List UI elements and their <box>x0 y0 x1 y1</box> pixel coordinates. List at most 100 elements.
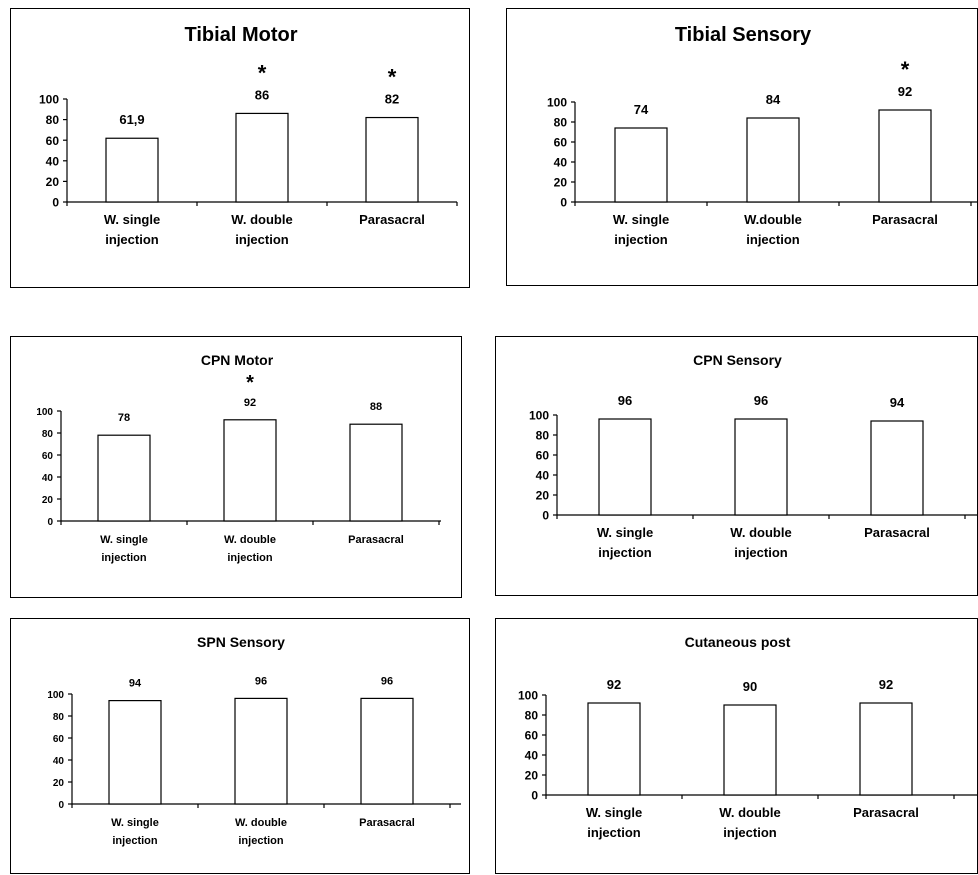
category-label: W. single <box>613 212 669 227</box>
chart-svg: Cutaneous post 0 20 40 60 80 100 92 W. single inj… <box>518 634 978 840</box>
data-label: 61,9 <box>119 112 144 127</box>
category-label: injection <box>723 825 777 840</box>
category-label: W. double <box>719 805 780 820</box>
data-label: 92 <box>244 397 256 409</box>
y-tick-label: 80 <box>53 712 65 723</box>
y-tick-label: 20 <box>525 769 539 783</box>
bar <box>746 117 800 203</box>
bar <box>349 423 403 522</box>
category-label: W. single <box>104 212 160 227</box>
chart-title: CPN Motor <box>201 352 274 368</box>
y-tick-label: 0 <box>58 800 64 811</box>
y-tick-label: 60 <box>42 451 54 462</box>
data-label: 88 <box>370 401 382 413</box>
data-label: 90 <box>743 679 757 694</box>
y-tick-label: 100 <box>36 407 53 418</box>
category-label: Parasacral <box>359 817 415 829</box>
category-label: Parasacral <box>348 534 404 546</box>
y-tick-label: 0 <box>531 789 538 803</box>
bar <box>234 697 288 805</box>
category-label: W. single <box>597 525 653 540</box>
y-tick-label: 0 <box>52 196 59 210</box>
bar <box>365 116 419 203</box>
data-label: 96 <box>255 675 267 687</box>
y-tick-label: 60 <box>46 134 60 148</box>
category-label: Parasacral <box>872 212 938 227</box>
data-label: 92 <box>607 677 621 692</box>
y-tick-label: 0 <box>560 196 567 210</box>
category-label: injection <box>101 552 147 564</box>
chart-title: CPN Sensory <box>693 352 782 368</box>
bar <box>105 137 159 203</box>
chart-title: Cutaneous post <box>685 634 791 650</box>
chart-title: SPN Sensory <box>197 634 285 650</box>
category-label: Parasacral <box>359 212 425 227</box>
data-label: 78 <box>118 412 130 424</box>
data-label: 92 <box>879 677 893 692</box>
bar <box>734 418 788 516</box>
category-label: injection <box>238 835 284 847</box>
category-label: injection <box>598 545 652 560</box>
y-tick-label: 80 <box>42 429 54 440</box>
category-label: injection <box>105 232 159 247</box>
y-tick-label: 80 <box>525 709 539 723</box>
bar <box>97 434 151 522</box>
category-label: injection <box>746 232 800 247</box>
data-label: 94 <box>890 395 905 410</box>
y-tick-label: 40 <box>42 473 54 484</box>
data-label: 96 <box>618 393 632 408</box>
y-tick-label: 40 <box>536 469 550 483</box>
significance-marker: * <box>901 57 910 82</box>
category-label: W. double <box>224 534 276 546</box>
category-label: injection <box>734 545 788 560</box>
y-tick-label: 20 <box>46 175 60 189</box>
category-label: W. double <box>231 212 292 227</box>
data-label: 86 <box>255 87 269 102</box>
y-tick-label: 20 <box>53 778 65 789</box>
chart-svg: CPN Motor 0 20 40 60 80 100 78 W. single injectio… <box>36 352 441 564</box>
bar <box>235 112 289 203</box>
chart-title: Tibial Sensory <box>675 24 812 46</box>
data-label: 84 <box>766 92 781 107</box>
category-label: W. single <box>586 805 642 820</box>
bar <box>360 697 414 805</box>
chart-svg: SPN Sensory 0 20 40 60 80 100 94 W. single inject… <box>47 634 461 847</box>
category-label: injection <box>614 232 668 247</box>
category-label: Parasacral <box>864 525 930 540</box>
bar <box>223 419 277 522</box>
significance-marker: * <box>258 60 267 85</box>
category-label: Parasacral <box>853 805 919 820</box>
y-tick-label: 40 <box>525 749 539 763</box>
y-tick-label: 80 <box>46 113 60 127</box>
bar <box>108 699 162 805</box>
category-label: injection <box>112 835 158 847</box>
chart-svg: CPN Sensory 0 20 40 60 80 100 96 W. single inject… <box>529 352 978 560</box>
y-tick-label: 20 <box>536 489 550 503</box>
data-label: 74 <box>634 102 649 117</box>
y-tick-label: 0 <box>542 509 549 523</box>
bar <box>870 420 924 516</box>
category-label: W.double <box>744 212 802 227</box>
y-tick-label: 100 <box>529 409 549 423</box>
chart-panel-tibial-sensory: Tibial Sensory 0 20 40 60 80 100 74 W. single inj… <box>506 8 978 286</box>
significance-marker: * <box>388 65 397 90</box>
y-tick-label: 100 <box>47 690 64 701</box>
y-tick-label: 80 <box>554 116 568 130</box>
data-label: 92 <box>898 84 912 99</box>
y-tick-label: 80 <box>536 429 550 443</box>
chart-panel-cpn-motor: CPN Motor 0 20 40 60 80 100 78 W. single injectio… <box>10 336 462 598</box>
y-tick-label: 100 <box>547 96 567 110</box>
data-label: 82 <box>385 92 399 107</box>
data-label: 96 <box>754 393 768 408</box>
category-label: W. single <box>100 534 148 546</box>
category-label: W. single <box>111 817 159 829</box>
bar <box>614 127 668 203</box>
chart-panel-spn-sensory: SPN Sensory 0 20 40 60 80 100 94 W. single inject… <box>10 618 470 874</box>
bar <box>723 704 777 796</box>
y-tick-label: 60 <box>554 136 568 150</box>
bar <box>878 109 932 203</box>
y-tick-label: 40 <box>53 756 65 767</box>
y-tick-label: 100 <box>39 93 59 107</box>
category-label: W. double <box>235 817 287 829</box>
data-label: 94 <box>129 678 142 690</box>
